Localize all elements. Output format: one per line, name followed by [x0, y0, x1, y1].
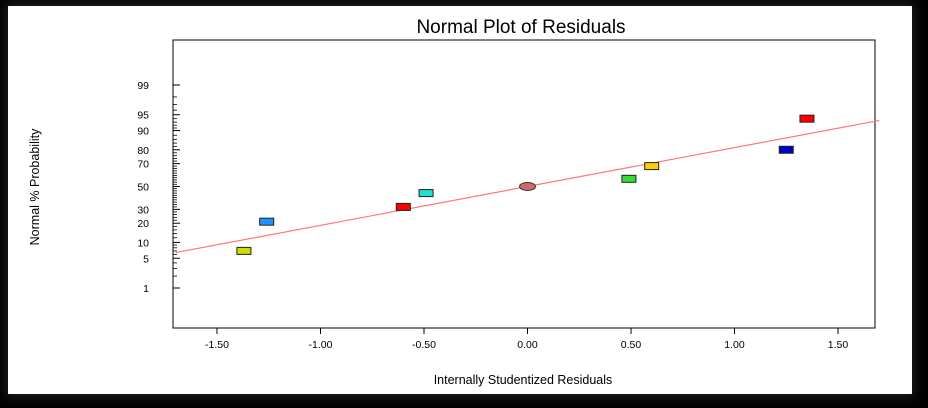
chart-figure: Normal Plot of Residuals 1 5 10 20 30 50 70 80 9… [8, 6, 912, 394]
y-tick-label: 5 [143, 253, 149, 265]
x-tick-label: 0.50 [621, 339, 642, 351]
x-tick-label: -0.50 [412, 339, 436, 351]
y-tick-label: 30 [137, 204, 149, 216]
y-axis: 1 5 10 20 30 50 70 80 90 95 99 [137, 80, 180, 295]
y-tick-label: 50 [137, 182, 149, 194]
data-points [236, 114, 815, 255]
x-axis-label: Internally Studentized Residuals [434, 373, 613, 387]
y-axis-label: Normal % Probability [28, 128, 42, 245]
data-point [778, 145, 794, 154]
y-tick-label: 10 [137, 237, 149, 249]
x-tick-label: -1.00 [309, 339, 333, 351]
data-point [259, 217, 275, 226]
y-tick-label: 1 [143, 283, 149, 295]
data-point [236, 246, 252, 255]
data-point [395, 202, 411, 211]
data-point [621, 174, 637, 183]
y-tick-label: 20 [137, 218, 149, 230]
x-tick-label: 1.00 [724, 339, 745, 351]
data-point [519, 182, 536, 191]
y-tick-label: 90 [137, 126, 149, 138]
data-point [644, 162, 660, 171]
data-point [418, 189, 434, 198]
data-point [799, 114, 815, 123]
x-tick-label: -1.50 [205, 339, 229, 351]
y-tick-label: 99 [137, 80, 149, 92]
x-tick-label: 1.50 [828, 339, 849, 351]
chart-title: Normal Plot of Residuals [416, 17, 625, 38]
y-tick-label: 95 [137, 110, 149, 122]
y-axis-minor-ticks [173, 96, 177, 277]
normal-plot-svg: Normal Plot of Residuals 1 5 10 20 30 50 70 80 9… [28, 17, 880, 387]
y-tick-label: 80 [137, 145, 149, 157]
y-tick-label: 70 [137, 159, 149, 171]
x-axis: -1.50 -1.00 -0.50 0.00 0.50 1.00 1.50 [205, 328, 848, 351]
x-tick-label: 0.00 [517, 339, 538, 351]
